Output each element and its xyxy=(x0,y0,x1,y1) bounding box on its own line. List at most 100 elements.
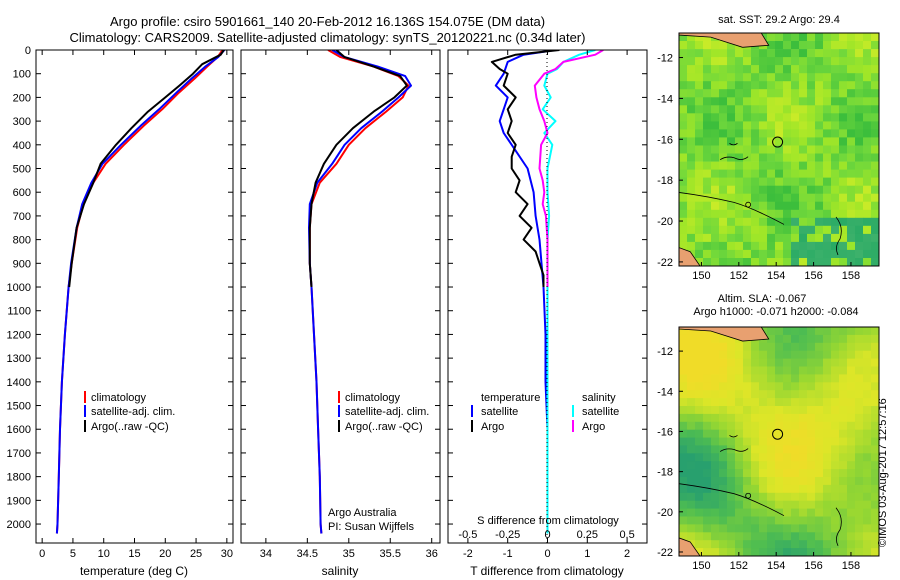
map-cell xyxy=(791,153,800,162)
x-tick-label: 2 xyxy=(624,548,630,560)
map-cell xyxy=(719,217,728,227)
map-cell xyxy=(807,421,816,431)
map-cell xyxy=(679,105,688,114)
map-cell xyxy=(679,217,688,227)
legend-s-argo-label: Argo xyxy=(582,421,605,433)
map-cell xyxy=(807,209,816,219)
map-cell xyxy=(791,169,800,178)
map-cell xyxy=(807,461,816,470)
map-cell xyxy=(871,225,879,235)
map-cell xyxy=(839,398,848,407)
map-cell xyxy=(815,342,824,352)
map-cell xyxy=(815,113,824,122)
map-cell xyxy=(831,105,840,114)
map-cell xyxy=(767,406,776,415)
map-cell xyxy=(815,516,824,525)
map-cell xyxy=(759,81,768,90)
map-cell xyxy=(735,209,744,219)
map-cell xyxy=(855,540,864,549)
map-cell xyxy=(871,97,879,106)
map-cell xyxy=(759,233,768,243)
map-cell xyxy=(735,469,744,478)
map-cell xyxy=(855,89,864,98)
map-cell xyxy=(727,508,736,517)
map-cell xyxy=(775,342,784,352)
map-cell xyxy=(839,429,848,438)
map-cell xyxy=(719,49,728,58)
map-cell xyxy=(727,121,736,130)
x-tick-label: 20 xyxy=(159,548,171,560)
map-cell xyxy=(815,105,824,114)
map-cell xyxy=(767,89,776,98)
map-cell xyxy=(855,548,864,556)
map-cell xyxy=(687,469,696,478)
map-cell xyxy=(863,258,872,266)
map-cell xyxy=(775,429,784,438)
lat-tick-label: -14 xyxy=(657,93,673,105)
map-cell xyxy=(855,406,864,415)
map-cell xyxy=(855,469,864,478)
map-cell xyxy=(855,437,864,446)
map-cell xyxy=(767,358,776,367)
map-cell xyxy=(695,73,704,82)
map-cell xyxy=(719,453,728,462)
salinity-axes: 34 34.5 35 35.5 36 xyxy=(241,49,440,560)
map-cell xyxy=(799,445,808,454)
map-cell xyxy=(783,113,792,122)
map-cell xyxy=(855,508,864,517)
map-cell xyxy=(791,177,800,186)
map-cell xyxy=(871,169,879,178)
map-cell xyxy=(807,241,816,251)
map-cell xyxy=(775,57,784,66)
map-cell xyxy=(871,65,879,74)
map-cell xyxy=(847,81,856,90)
map-cell xyxy=(823,201,832,211)
map-cell xyxy=(711,217,720,227)
map-cell xyxy=(759,374,768,383)
y-tick-label: 900 xyxy=(13,258,31,270)
map-cell xyxy=(871,177,879,186)
map-cell xyxy=(871,137,879,146)
map-cell xyxy=(815,492,824,502)
map-cell xyxy=(831,97,840,106)
map-cell xyxy=(839,461,848,470)
map-cell xyxy=(823,548,832,556)
map-cell xyxy=(703,201,712,211)
map-cell xyxy=(799,366,808,375)
map-cell xyxy=(719,342,728,352)
map-cell xyxy=(727,137,736,146)
map-cell xyxy=(759,153,768,162)
map-cell xyxy=(743,413,752,423)
map-cell xyxy=(751,350,760,359)
map-cell xyxy=(871,382,879,391)
map-cell xyxy=(791,342,800,352)
map-cell xyxy=(855,453,864,462)
map-cell xyxy=(847,524,856,533)
map-cell xyxy=(855,41,864,50)
map-cell xyxy=(695,177,704,186)
map-cell xyxy=(703,41,712,50)
map-cell xyxy=(815,161,824,170)
map-cell xyxy=(743,137,752,146)
map-cell xyxy=(679,398,688,407)
map-cell xyxy=(679,201,688,211)
map-cell xyxy=(783,177,792,186)
map-cell xyxy=(735,161,744,170)
series-s-argo xyxy=(533,50,604,287)
map-cell xyxy=(727,358,736,367)
map-cell xyxy=(791,225,800,235)
map-cell xyxy=(823,169,832,178)
map-cell xyxy=(727,350,736,359)
map-cell xyxy=(855,398,864,407)
map-cell xyxy=(855,177,864,186)
map-cell xyxy=(735,129,744,138)
map-cell xyxy=(679,406,688,415)
map-cell xyxy=(871,516,879,525)
map-cell xyxy=(735,241,744,251)
sst-map-axes: 150 152 154 156 158-12-14-16-18-20-22 xyxy=(657,53,860,282)
map-cell xyxy=(703,445,712,454)
map-cell xyxy=(719,177,728,186)
map-cell xyxy=(759,524,768,533)
map-cell xyxy=(799,398,808,407)
map-cell xyxy=(839,121,848,130)
